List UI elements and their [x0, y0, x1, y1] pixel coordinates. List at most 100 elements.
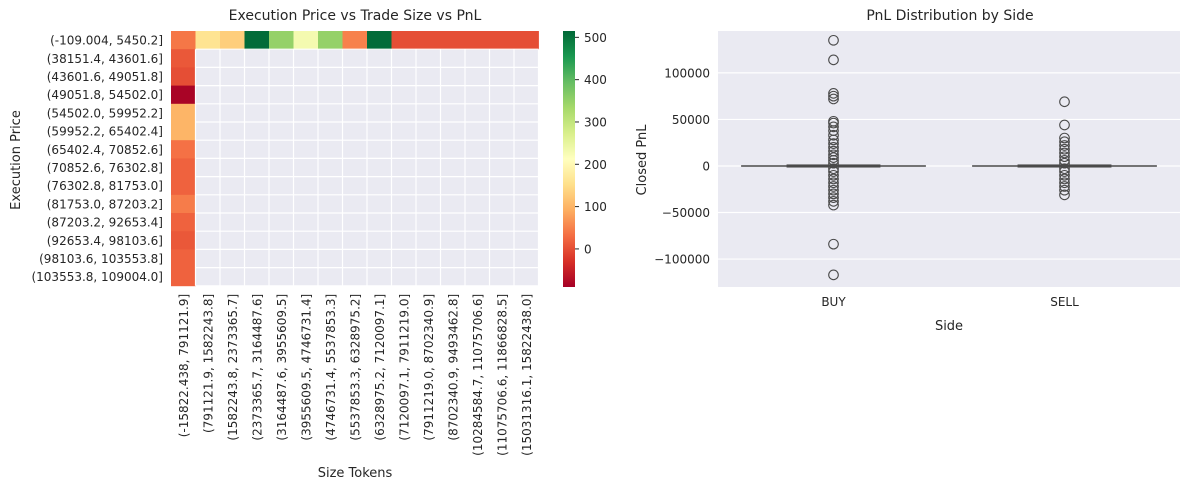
boxplot-y-tick-label: 100000: [664, 66, 710, 80]
boxplot-outlier: [1059, 166, 1070, 177]
boxplot-x-tick-label: SELL: [1050, 295, 1079, 309]
heatmap-x-tick-label: (8702340.9, 9493462.8]: [446, 294, 460, 441]
heatmap-cell: [440, 31, 466, 50]
heatmap-y-tick-label: (65402.4, 70852.6]: [47, 143, 163, 157]
heatmap-cell: [171, 267, 196, 287]
heatmap-cell: [171, 176, 196, 196]
heatmap-y-tick-label: (103553.8, 109004.0]: [31, 270, 163, 284]
heatmap-cell: [342, 31, 368, 50]
boxplot-x-ticks: BUY SELL: [821, 295, 1079, 309]
boxplot-outlier: [1059, 147, 1070, 159]
heatmap-cell: [171, 31, 196, 50]
boxplot-outlier: [828, 138, 839, 149]
boxplot-outlier: [1059, 163, 1070, 175]
boxplot-outlier: [1059, 140, 1070, 151]
boxplot-plot-area: [718, 31, 1180, 287]
boxplot-outlier: [1059, 173, 1070, 185]
heatmap-cell: [171, 85, 196, 105]
boxplot-outlier: [828, 93, 839, 105]
boxplot-y-tick-label: −100000: [654, 253, 710, 267]
boxplot-outlier: [1059, 184, 1070, 196]
heatmap-y-tick-label: (87203.2, 92653.4]: [47, 216, 163, 230]
heatmap-cell: [171, 213, 196, 232]
boxplot-outlier: [828, 192, 839, 203]
heatmap-y-tick-label: (38151.4, 43601.6]: [47, 52, 163, 66]
boxplot-outlier: [828, 196, 839, 207]
boxplot-marks: [741, 34, 1157, 281]
boxplot-outlier: [1059, 143, 1070, 155]
boxplot-y-tick-label: −50000: [662, 206, 710, 220]
heatmap-y-tick-label: (76302.8, 81753.0]: [47, 179, 163, 193]
boxplot-outlier: [1059, 151, 1070, 163]
boxplot-outlier: [828, 188, 839, 200]
heatmap-colorbar: 0 100 200 300 400 500: [563, 31, 607, 287]
heatmap-x-tick-label: (791121.9, 1582243.8]: [201, 294, 215, 433]
heatmap-cell: [391, 31, 417, 50]
heatmap-y-tick-label: (70852.6, 76302.8]: [47, 161, 163, 175]
boxplot-outlier: [828, 134, 839, 146]
boxplot-outlier: [1059, 177, 1070, 189]
boxplot-outlier: [1059, 132, 1070, 144]
heatmap-x-tick-label: (7120097.1, 7911219.0]: [397, 294, 411, 441]
boxplot-outlier: [828, 166, 839, 177]
heatmap-y-tick-label: (98103.6, 103553.8]: [39, 252, 163, 266]
boxplot-outlier: [1059, 136, 1070, 148]
heatmap-x-ticks: (-15822.438, 791121.9] (791121.9, 1582243…: [177, 294, 534, 456]
heatmap-y-axis-label: Execution Price: [9, 110, 24, 210]
heatmap-cell: [514, 31, 539, 50]
boxplot-outlier: [828, 121, 839, 133]
heatmap-x-tick-label: (15031316.1, 15822438.0]: [520, 294, 534, 456]
colorbar-tick-label: 0: [584, 242, 592, 256]
heatmap-cell: [171, 249, 196, 268]
heatmap-cell: [465, 31, 490, 50]
boxplot-outlier: [828, 142, 839, 153]
boxplot-outlier: [1059, 155, 1070, 166]
boxplot-outlier: [828, 155, 839, 166]
boxplot-outlier: [1059, 189, 1070, 201]
colorbar-gradient: [563, 31, 575, 287]
boxplot-outlier: [828, 169, 839, 181]
heatmap-cell: [171, 49, 196, 68]
heatmap-cell: [171, 194, 196, 214]
boxplot-outlier: [828, 54, 839, 66]
heatmap-y-tick-label: (43601.6, 49051.8]: [47, 70, 163, 84]
boxplot-y-tick-label: 50000: [672, 113, 710, 127]
boxplot-outlier: [828, 184, 839, 196]
heatmap-x-tick-label: (6328975.2, 7120097.1]: [373, 294, 387, 441]
boxplot-outlier: [828, 129, 839, 141]
heatmap-x-tick-label: (-15822.438, 791121.9]: [177, 294, 191, 437]
boxplot-outlier: [828, 88, 839, 99]
heatmap-cell: [171, 140, 196, 159]
boxplot-outlier: [828, 269, 839, 281]
boxplot-outlier: [1059, 169, 1070, 181]
colorbar-tick-label: 500: [584, 31, 607, 45]
heatmap-y-tick-label: (81753.0, 87203.2]: [47, 197, 163, 211]
boxplot-outlier: [828, 173, 839, 185]
boxplot-outlier: [828, 181, 839, 192]
heatmap-cell: [367, 31, 392, 50]
heatmap-cell: [171, 231, 196, 250]
heatmap-y-tick-label: (59952.2, 65402.4]: [47, 125, 163, 139]
heatmap-cell: [171, 67, 196, 86]
heatmap-x-tick-label: (10284584.7, 11075706.6]: [471, 294, 485, 456]
heatmap-x-tick-label: (4746731.4, 5537853.3]: [324, 294, 338, 441]
heatmap-cell: [195, 31, 221, 50]
heatmap-grid: [194, 48, 540, 287]
heatmap-y-tick-label: (92653.4, 98103.6]: [47, 234, 163, 248]
heatmap-cell: [489, 31, 515, 50]
boxplot-chart: PnL Distribution by Side −100000 −50000 0 5…: [635, 8, 1180, 334]
colorbar-tick-label: 100: [584, 200, 607, 214]
colorbar-tick-label: 300: [584, 115, 607, 129]
heatmap-cell: [171, 158, 196, 177]
heatmap-y-ticks: (-109.004, 5450.2] (38151.4, 43601.6] (436…: [31, 34, 163, 285]
colorbar-tick-label: 400: [584, 73, 607, 87]
heatmap-x-tick-label: (3164487.6, 3955609.5]: [275, 294, 289, 441]
boxplot-outlier: [828, 238, 839, 250]
boxplot-outlier: [1059, 119, 1070, 131]
heatmap-x-tick-label: (5537853.3, 6328975.2]: [348, 294, 362, 441]
boxplot-outlier: [828, 199, 839, 211]
heatmap-cell: [269, 31, 294, 50]
heatmap-cell: [220, 31, 245, 50]
boxplot-outlier: [828, 117, 839, 129]
boxplot-title: PnL Distribution by Side: [866, 8, 1033, 24]
